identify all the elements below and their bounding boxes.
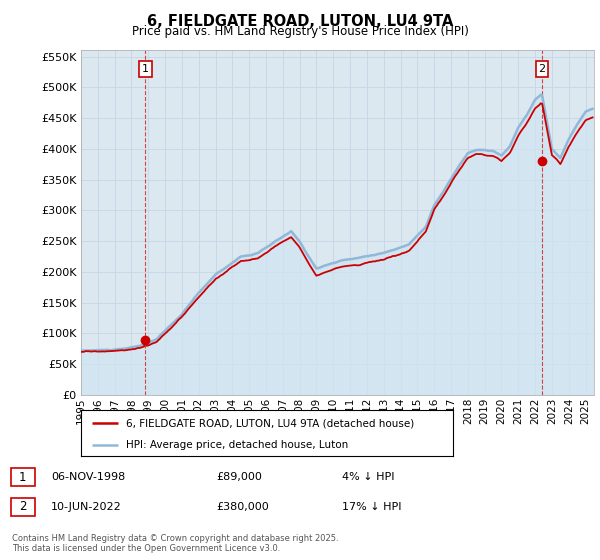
Text: 6, FIELDGATE ROAD, LUTON, LU4 9TA (detached house): 6, FIELDGATE ROAD, LUTON, LU4 9TA (detac… bbox=[125, 418, 414, 428]
Text: HPI: Average price, detached house, Luton: HPI: Average price, detached house, Luto… bbox=[125, 440, 348, 450]
Text: 10-JUN-2022: 10-JUN-2022 bbox=[51, 502, 122, 512]
Text: 2: 2 bbox=[539, 64, 546, 74]
Text: £380,000: £380,000 bbox=[216, 502, 269, 512]
Text: 06-NOV-1998: 06-NOV-1998 bbox=[51, 472, 125, 482]
Text: Price paid vs. HM Land Registry's House Price Index (HPI): Price paid vs. HM Land Registry's House … bbox=[131, 25, 469, 38]
Text: 1: 1 bbox=[142, 64, 149, 74]
Text: 17% ↓ HPI: 17% ↓ HPI bbox=[342, 502, 401, 512]
Text: 6, FIELDGATE ROAD, LUTON, LU4 9TA: 6, FIELDGATE ROAD, LUTON, LU4 9TA bbox=[147, 14, 453, 29]
Text: £89,000: £89,000 bbox=[216, 472, 262, 482]
Text: 1: 1 bbox=[19, 470, 26, 484]
Text: 4% ↓ HPI: 4% ↓ HPI bbox=[342, 472, 395, 482]
Text: 2: 2 bbox=[19, 500, 26, 514]
Text: Contains HM Land Registry data © Crown copyright and database right 2025.
This d: Contains HM Land Registry data © Crown c… bbox=[12, 534, 338, 553]
